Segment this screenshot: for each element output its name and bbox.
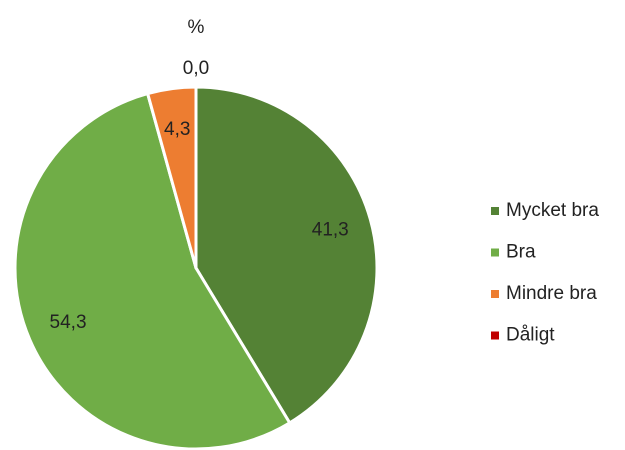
legend-label: Mycket bra [506,200,599,221]
pie-slice [194,85,379,425]
data-label: 54,3 [50,312,87,333]
chart-title: % [188,17,205,38]
data-label: 4,3 [164,119,190,140]
legend-swatch [491,331,499,340]
data-label: 41,3 [312,220,349,241]
legend-swatch [491,207,499,215]
legend-swatch [491,290,499,298]
legend-swatch [491,248,499,257]
legend-label: Bra [506,242,536,263]
pie-slice [13,92,292,450]
legend-label: Dåligt [506,325,555,346]
legend-label: Mindre bra [506,283,597,304]
data-label: 0,0 [183,58,209,79]
